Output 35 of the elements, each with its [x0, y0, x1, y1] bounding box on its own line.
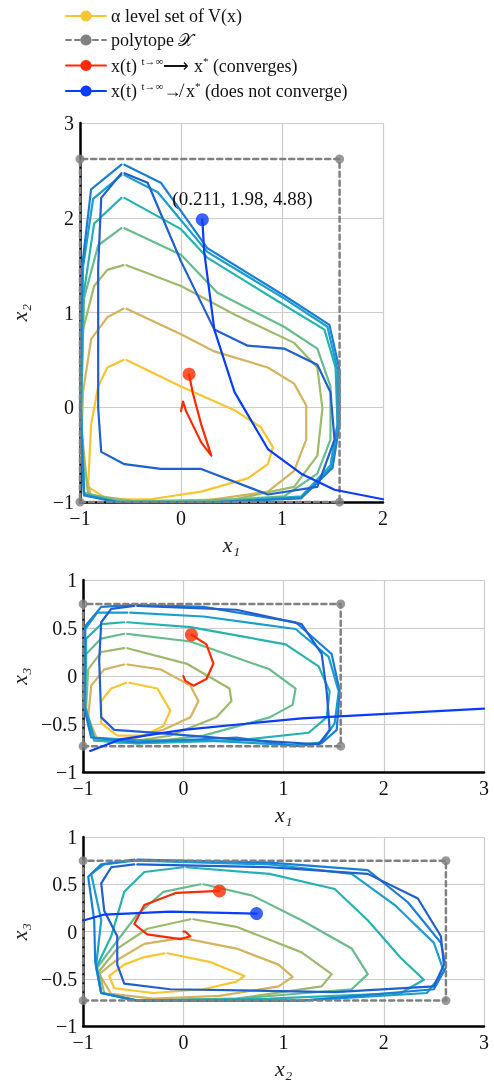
y-tick-label: 1 [67, 826, 78, 848]
annotation: (0.211, 1.98, 4.88) [172, 187, 313, 210]
x-tick-label: 2 [378, 1031, 389, 1054]
y-tick-label: 0 [67, 920, 78, 943]
x-tick-label: 3 [479, 1031, 489, 1054]
x-tick-label: 1 [277, 507, 287, 530]
x-tick-label: 1 [278, 1031, 289, 1054]
x-tick-label: 0 [178, 777, 189, 800]
x-axis-title: x₁ [273, 801, 293, 827]
y-tick-label: −1 [55, 1015, 78, 1038]
y-tick-label: 3 [64, 112, 74, 134]
x-axis-title: x₂ [273, 1055, 293, 1081]
legend-label: polytope 𝒳 [111, 30, 197, 50]
y-tick-label: 0 [64, 396, 74, 419]
y-axis-title: x₃ [6, 922, 32, 942]
y-tick-label: 1 [67, 569, 78, 591]
y-tick-label: 0 [67, 665, 78, 688]
legend-label: α level set of V(x) [111, 6, 243, 27]
x-tick-label: 0 [178, 1031, 189, 1054]
x-tick-label: 2 [378, 507, 388, 530]
x-tick-label: 3 [479, 777, 489, 800]
y-tick-label: −0.5 [40, 967, 78, 990]
x-axis-title: x₁ [221, 531, 241, 557]
y-tick-label: −0.5 [40, 713, 78, 736]
x-tick-label: 0 [176, 507, 186, 530]
y-tick-label: −1 [55, 761, 78, 784]
y-axis-title: x₃ [6, 667, 32, 686]
y-tick-label: 2 [64, 206, 74, 229]
x-tick-label: 2 [378, 777, 389, 800]
y-tick-label: 0.5 [52, 617, 78, 640]
y-tick-label: 1 [64, 301, 74, 324]
y-axis-title: x₂ [6, 303, 32, 323]
x-tick-label: 1 [278, 777, 289, 800]
y-tick-label: 0.5 [52, 873, 78, 896]
y-tick-label: −1 [52, 491, 74, 514]
